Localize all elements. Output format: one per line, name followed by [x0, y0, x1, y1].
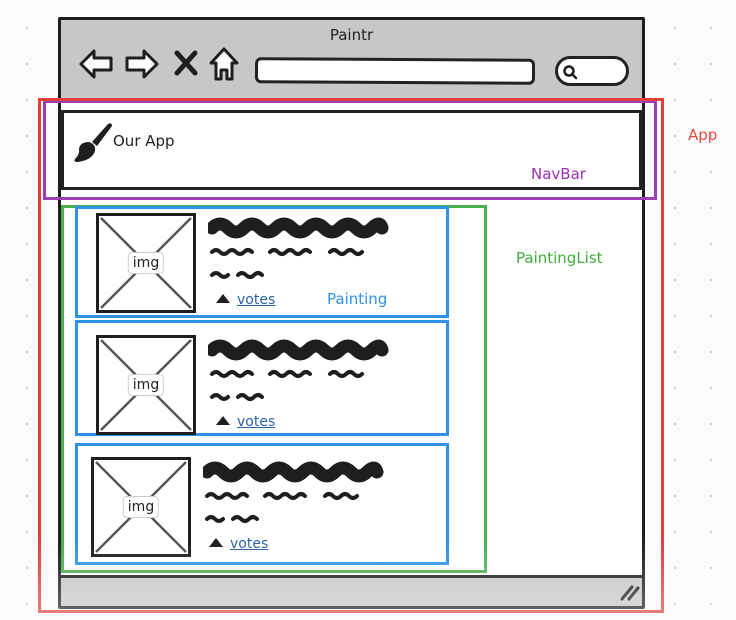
painting-text-placeholder	[203, 461, 384, 523]
upvote-triangle-icon[interactable]	[216, 294, 230, 303]
painting-image[interactable]: img	[91, 457, 191, 557]
close-x-icon[interactable]	[174, 50, 198, 76]
upvote-triangle-icon[interactable]	[216, 416, 230, 425]
navbar	[61, 110, 642, 190]
navbar-component-label: NavBar	[531, 165, 586, 183]
image-placeholder-label: img	[127, 252, 165, 274]
painting-image[interactable]: img	[96, 335, 196, 435]
upvote-triangle-icon[interactable]	[209, 538, 223, 547]
forward-arrow-icon[interactable]	[124, 47, 160, 81]
address-bar[interactable]	[254, 57, 536, 85]
painting-text-placeholder	[208, 217, 389, 279]
painting-list-label: PaintingList	[516, 249, 603, 267]
app-component-outline	[38, 98, 664, 613]
app-name[interactable]: Our App	[113, 132, 175, 150]
browser-status-bar	[61, 575, 642, 606]
navbar-component-outline	[43, 100, 657, 200]
resize-grip-icon[interactable]	[618, 583, 640, 601]
painting-image[interactable]: img	[96, 213, 196, 313]
search-icon	[563, 65, 578, 80]
app-component-label: App	[688, 126, 718, 144]
window-title: Paintr	[329, 26, 374, 44]
image-placeholder-label: img	[122, 496, 160, 518]
painting-component-label: Painting	[327, 290, 388, 308]
back-arrow-icon[interactable]	[78, 47, 114, 81]
votes-control[interactable]: votes	[216, 292, 275, 308]
home-icon[interactable]	[208, 46, 240, 82]
votes-control[interactable]: votes	[209, 536, 268, 552]
painting-text-placeholder	[208, 339, 389, 401]
search-field[interactable]	[555, 56, 629, 86]
votes-link[interactable]: votes	[237, 414, 276, 430]
votes-link[interactable]: votes	[230, 536, 269, 552]
votes-control[interactable]: votes	[216, 414, 275, 430]
votes-link[interactable]: votes	[237, 292, 276, 308]
paintbrush-icon	[74, 123, 112, 162]
image-placeholder-label: img	[127, 374, 165, 396]
